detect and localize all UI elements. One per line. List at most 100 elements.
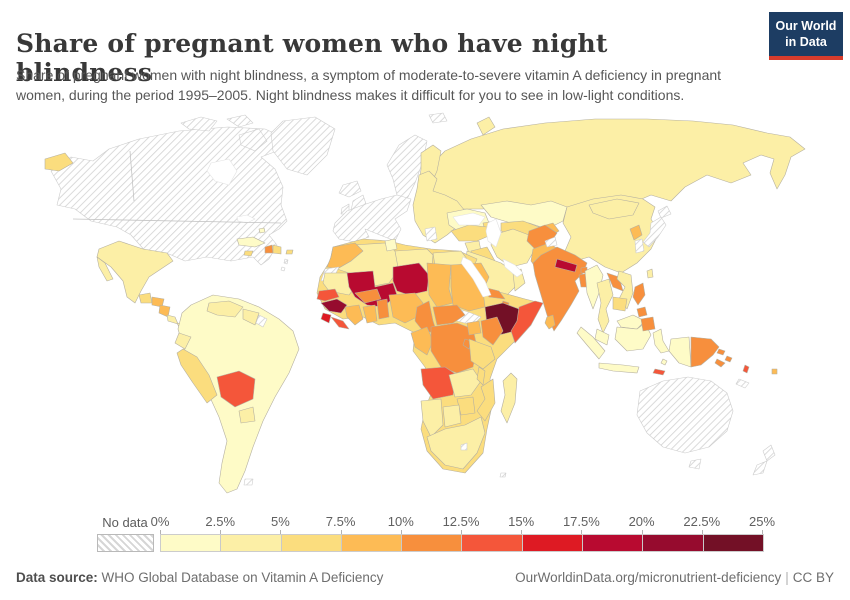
country-gabon-congo[interactable] — [410, 326, 434, 356]
country-central-african-republic[interactable] — [432, 304, 466, 326]
legend-bin-b1[interactable] — [161, 535, 222, 551]
country-zambia[interactable] — [448, 368, 482, 398]
country-sierra-leone[interactable] — [320, 312, 332, 324]
country-kenya[interactable] — [480, 316, 504, 346]
country-bolivia[interactable] — [216, 370, 256, 408]
legend-bin-b9[interactable] — [643, 535, 704, 551]
country-new-caledonia[interactable] — [735, 378, 750, 389]
country-mozambique[interactable] — [476, 378, 496, 422]
legend-bin-b2[interactable] — [221, 535, 282, 551]
country-malaysia[interactable] — [616, 314, 646, 330]
country-uganda[interactable] — [466, 320, 482, 336]
country-guatemala[interactable] — [138, 292, 153, 304]
country-cambodia[interactable] — [612, 296, 628, 312]
country-western-europe[interactable] — [332, 194, 412, 243]
country-drc[interactable] — [430, 322, 478, 374]
country-paraguay[interactable] — [238, 406, 256, 424]
country-bahamas[interactable] — [258, 227, 266, 234]
country-solomon-islands[interactable] — [716, 348, 726, 356]
country-somalia[interactable] — [510, 300, 544, 344]
country-senegal[interactable] — [316, 288, 340, 302]
country-malawi[interactable] — [476, 366, 486, 386]
country-guyana-suriname[interactable] — [242, 308, 260, 326]
legend-bin-b7[interactable] — [522, 535, 584, 551]
country-indonesia[interactable] — [598, 362, 640, 374]
country-philippines[interactable] — [640, 316, 656, 332]
country-fiji[interactable] — [771, 368, 778, 375]
country-japan[interactable] — [642, 216, 667, 248]
country-malaysia[interactable] — [594, 328, 610, 346]
country-tanzania[interactable] — [468, 338, 496, 370]
country-madagascar[interactable] — [500, 372, 518, 424]
country-lesser-antilles[interactable] — [283, 258, 289, 265]
country-cuba[interactable] — [236, 236, 266, 248]
country-liberia[interactable] — [330, 316, 350, 330]
country-indonesia[interactable] — [576, 326, 606, 360]
country-greenland[interactable] — [270, 116, 336, 176]
country-southern-island[interactable] — [499, 472, 507, 478]
country-angola[interactable] — [420, 366, 458, 400]
country-scandinavia[interactable] — [386, 134, 428, 200]
country-lesotho[interactable] — [460, 442, 468, 451]
country-solomon-islands[interactable] — [724, 355, 733, 363]
legend-bin-b8[interactable] — [583, 535, 644, 551]
legend-bin-b10[interactable] — [703, 535, 763, 551]
country-indonesia[interactable] — [660, 358, 668, 366]
country-canadian-arctic[interactable] — [226, 114, 254, 128]
country-north-korea[interactable] — [629, 224, 643, 241]
legend-no-data-swatch[interactable] — [97, 534, 154, 552]
country-falkland-islands[interactable] — [243, 478, 254, 486]
country-russia-chukotka-west[interactable] — [44, 152, 74, 172]
country-thailand[interactable] — [596, 278, 614, 334]
legend-bin-b3[interactable] — [281, 535, 342, 551]
country-indonesia[interactable] — [614, 322, 652, 352]
country-timor-leste[interactable] — [652, 368, 666, 376]
country-australia[interactable] — [688, 458, 702, 470]
country-venezuela[interactable] — [206, 300, 244, 318]
country-taiwan[interactable] — [646, 268, 654, 279]
country-indonesia[interactable] — [652, 328, 670, 354]
country-greece[interactable] — [424, 226, 438, 242]
country-puerto-rico[interactable] — [285, 249, 294, 255]
country-ghana[interactable] — [362, 304, 378, 324]
country-new-zealand[interactable] — [752, 460, 768, 476]
owid-url-link[interactable]: OurWorldinData.org/micronutrient-deficie… — [515, 570, 782, 585]
country-mongolia[interactable] — [588, 198, 640, 220]
country-china[interactable] — [562, 194, 660, 274]
country-burkina-faso[interactable] — [354, 288, 382, 304]
country-novaya-zemlya[interactable] — [476, 116, 496, 136]
country-costa-rica[interactable] — [166, 314, 179, 325]
legend-bin-b4[interactable] — [341, 535, 403, 551]
country-papua-new-guinea[interactable] — [690, 336, 720, 368]
country-mexico[interactable] — [96, 256, 114, 282]
country-vanuatu[interactable] — [742, 364, 750, 374]
country-jamaica[interactable] — [243, 250, 254, 257]
country-namibia[interactable] — [420, 398, 444, 438]
country-iran[interactable] — [490, 228, 536, 268]
country-togo-benin[interactable] — [376, 298, 390, 320]
country-peru[interactable] — [176, 348, 218, 404]
country-south-korea[interactable] — [634, 238, 645, 254]
country-botswana[interactable] — [442, 404, 462, 428]
country-guinea[interactable] — [320, 298, 348, 314]
legend-bin-b6[interactable] — [462, 535, 523, 551]
country-canadian-arctic[interactable] — [238, 128, 268, 152]
country-australia[interactable] — [636, 376, 734, 454]
country-south-africa[interactable] — [426, 416, 486, 470]
country-niger[interactable] — [392, 262, 430, 296]
country-kazakhstan[interactable] — [480, 200, 568, 230]
legend-bin-b5[interactable] — [402, 535, 463, 551]
country-iceland[interactable] — [338, 180, 362, 198]
country-indonesia[interactable] — [668, 336, 692, 368]
country-mexico[interactable] — [96, 240, 174, 304]
country-tunisia[interactable] — [384, 238, 398, 252]
country-ivory-coast[interactable] — [344, 304, 364, 326]
country-philippines[interactable] — [632, 282, 646, 306]
country-japan[interactable] — [657, 205, 672, 219]
country-papua-new-guinea[interactable] — [714, 358, 726, 368]
country-svalbard[interactable] — [428, 112, 448, 124]
country-philippines[interactable] — [636, 306, 648, 318]
country-canadian-arctic[interactable] — [180, 116, 218, 132]
owid-logo[interactable]: Our World in Data — [769, 12, 843, 61]
country-new-zealand[interactable] — [762, 444, 776, 462]
